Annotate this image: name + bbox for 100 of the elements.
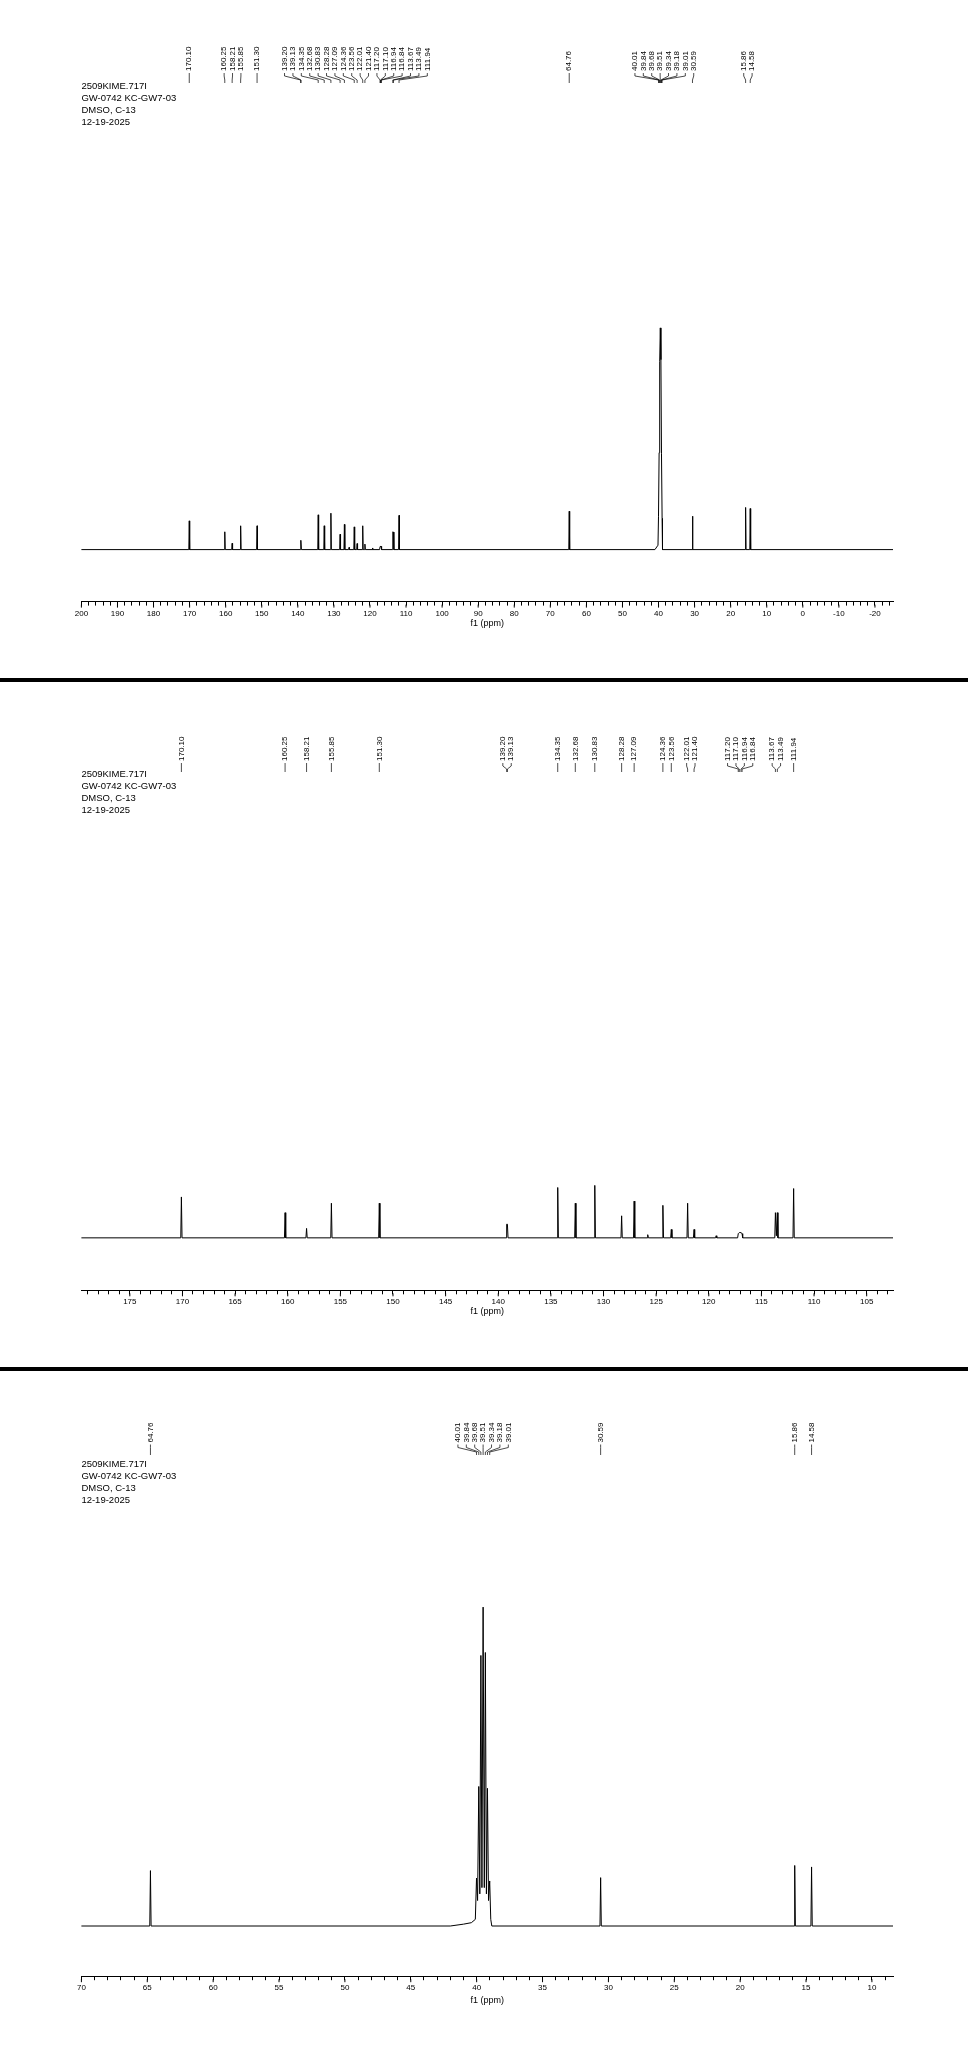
x-tick-label: 145	[438, 1297, 453, 1307]
annotation: 40.01	[453, 1421, 463, 1443]
annotation: 134.35	[552, 735, 562, 761]
annotation: 113.49	[414, 46, 424, 71]
text: 12-19-2025	[81, 116, 131, 128]
annotation: 122.01	[681, 735, 691, 761]
annotation: 39.84	[638, 50, 648, 71]
x-tick-label: -20	[869, 608, 882, 618]
chart-subtitle: GW-0742 KC-GW7-03	[81, 92, 177, 104]
annotation: 134.35	[296, 45, 306, 71]
x-tick-label: 30	[690, 608, 700, 618]
x-tick-label: 0	[800, 608, 806, 618]
x-tick-label: 170	[182, 608, 197, 618]
x-tick-label: 115	[755, 1297, 769, 1307]
annotation: 151.30	[374, 735, 384, 761]
annotation: 39.68	[469, 1421, 479, 1443]
annotation: 155.85	[236, 45, 246, 71]
x-tick-label: 130	[327, 608, 342, 618]
annotation: 40.01	[630, 50, 640, 71]
x-tick-label: 150	[386, 1297, 401, 1307]
annotation: 139.20	[279, 45, 289, 71]
annotation: 113.67	[767, 736, 777, 761]
x-tick-label: 45	[406, 1983, 416, 1993]
annotation: 116.84	[397, 46, 407, 71]
annotation: 14.58	[806, 1421, 816, 1443]
chart-title: 2509KIME.717I	[81, 768, 148, 780]
annotation: 151.30	[252, 45, 262, 71]
annotation: 124.36	[658, 735, 668, 761]
text: DMSO, C-13	[81, 104, 137, 116]
x-tick-label: -10	[833, 608, 846, 618]
x-tick-label: 125	[649, 1297, 664, 1307]
text: DMSO, C-13	[81, 1481, 137, 1494]
annotation: 132.68	[570, 735, 580, 761]
annotation: 121.40	[363, 45, 373, 71]
annotation: 116.84	[747, 736, 757, 761]
text: 12-19-2025	[81, 804, 131, 816]
annotation: 39.18	[672, 50, 682, 71]
annotation: 39.18	[495, 1421, 505, 1443]
annotation: 113.67	[405, 46, 415, 71]
x-tick-label: 60	[208, 1983, 219, 1993]
annotation: 132.68	[304, 45, 314, 71]
annotation: 170.10	[176, 735, 186, 761]
annotation: 130.83	[313, 45, 323, 71]
annotation: 64.76	[145, 1421, 155, 1443]
annotation: 116.94	[388, 46, 398, 71]
annotation: 30.59	[595, 1421, 605, 1443]
x-tick-label: 10	[762, 608, 772, 618]
x-tick-label: 160	[219, 608, 233, 618]
x-tick-label: 65	[142, 1983, 153, 1993]
annotation: 128.28	[616, 735, 626, 761]
x-tick-label: 40	[472, 1983, 482, 1993]
x-tick-label: 70	[545, 608, 556, 618]
text: DMSO, C-13	[81, 792, 137, 804]
x-tick-label: 40	[654, 608, 664, 618]
annotation: 39.68	[646, 50, 656, 71]
x-tick-label: 50	[618, 608, 628, 618]
annotation: 14.58	[747, 50, 757, 71]
annotation: 170.10	[184, 45, 194, 71]
annotation: 39.01	[680, 50, 690, 71]
x-tick-label: 140	[291, 608, 306, 618]
x-tick-label: 170	[175, 1297, 190, 1307]
x-tick-label: 190	[110, 608, 125, 618]
x-axis-title: f1 (ppm)	[470, 618, 504, 629]
x-tick-label: 180	[146, 608, 161, 618]
x-tick-label: 150	[255, 608, 269, 618]
annotation: 122.01	[355, 45, 365, 71]
annotation: 158.21	[227, 45, 237, 71]
x-tick-label: 20	[726, 608, 736, 618]
x-tick-label: 130	[596, 1297, 611, 1307]
x-tick-label: 80	[509, 608, 520, 618]
annotation: 139.20	[498, 735, 508, 761]
annotation: 111.94	[422, 47, 432, 71]
annotation: 30.59	[688, 50, 698, 71]
annotation: 116.94	[739, 736, 749, 761]
annotation: 124.36	[338, 45, 348, 71]
x-tick-label: 100	[435, 608, 450, 618]
x-tick-label: 120	[702, 1297, 716, 1307]
chart-title: 2509KIME.717I	[81, 1457, 148, 1470]
annotation: 130.83	[589, 735, 599, 761]
annotation: 160.25	[280, 735, 290, 761]
annotation: 121.40	[690, 735, 700, 761]
x-tick-label: 50	[340, 1983, 350, 1993]
annotation: 123.56	[666, 735, 676, 761]
annotation: 127.09	[629, 735, 639, 761]
annotation: 113.49	[775, 736, 785, 761]
annotation: 39.01	[503, 1421, 513, 1443]
annotation: 117.20	[722, 736, 732, 761]
annotation: 64.76	[564, 50, 574, 71]
x-tick-label: 30	[603, 1983, 614, 1993]
x-tick-label: 25	[669, 1983, 680, 1993]
annotation: 128.28	[321, 45, 331, 71]
annotation: 127.09	[330, 45, 340, 71]
x-tick-label: 175	[123, 1297, 138, 1307]
annotation: 39.34	[486, 1421, 496, 1443]
annotation: 117.10	[731, 736, 741, 761]
x-tick-label: 15	[801, 1983, 812, 1993]
x-tick-label: 110	[807, 1297, 821, 1307]
x-tick-label: 165	[228, 1297, 243, 1307]
annotation: 39.51	[655, 50, 665, 71]
x-tick-label: 155	[333, 1297, 348, 1307]
